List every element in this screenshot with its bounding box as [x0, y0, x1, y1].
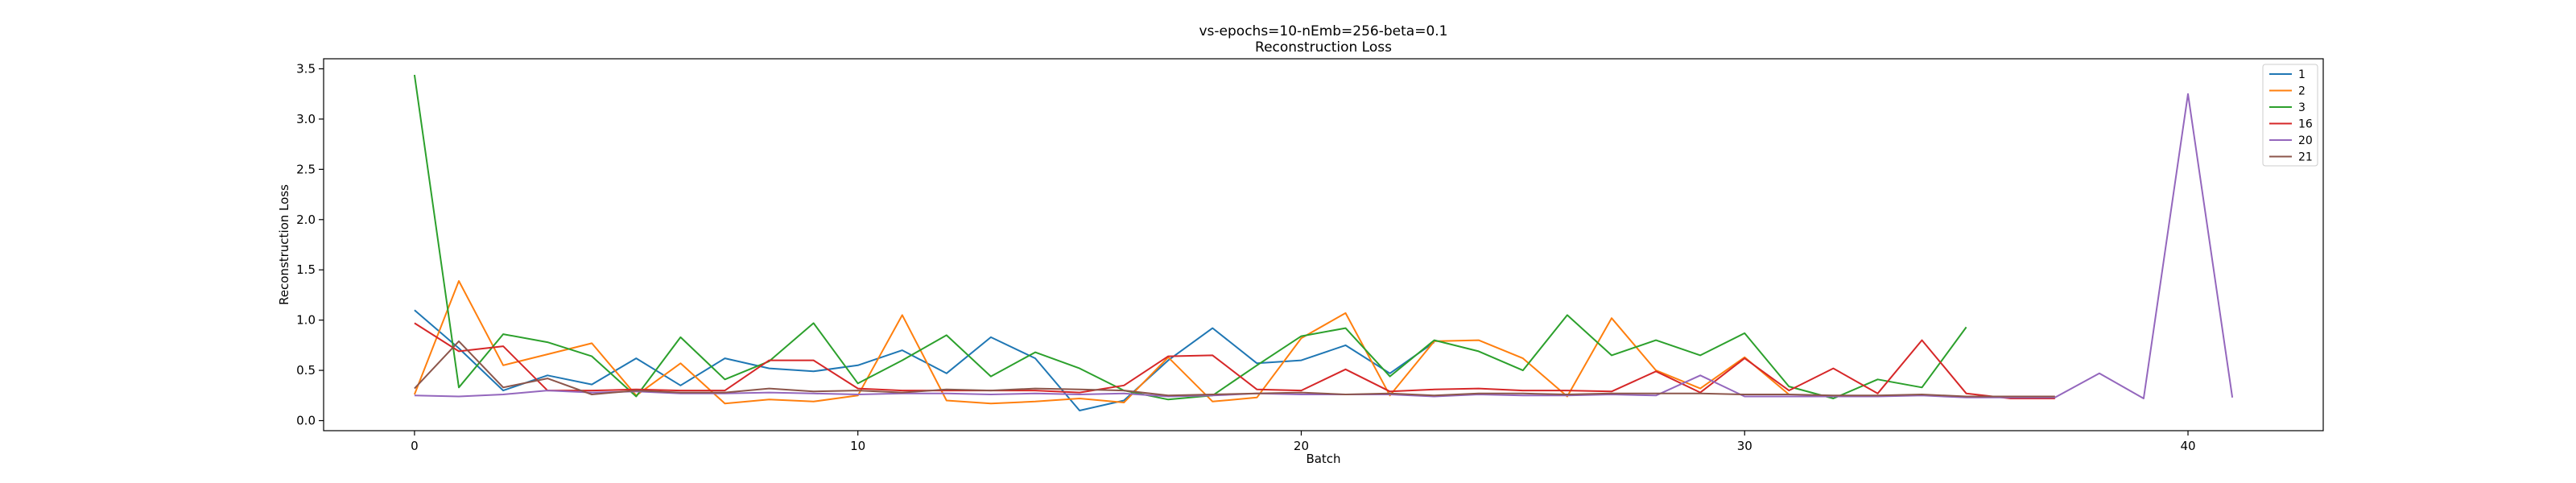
chart-title: vs-epochs=10-nEmb=256-beta=0.1 — [1199, 23, 1448, 39]
legend-label-1: 1 — [2298, 68, 2306, 81]
series-line-16 — [414, 322, 2055, 399]
y-tick-label: 1.5 — [296, 262, 316, 277]
legend-label-21: 21 — [2298, 151, 2313, 164]
y-axis-label: Reconstruction Loss — [277, 184, 291, 305]
x-tick-label: 0 — [411, 439, 419, 453]
legend-label-20: 20 — [2298, 134, 2313, 147]
series-line-20 — [414, 93, 2234, 399]
y-tick-label: 1.0 — [296, 313, 316, 328]
x-axis-ticks: 0 10 20 30 40 — [411, 431, 2196, 453]
legend-label-3: 3 — [2298, 101, 2306, 114]
x-tick-label: 30 — [1737, 439, 1752, 453]
y-tick-label: 2.0 — [296, 213, 316, 227]
y-axis-ticks: 0.0 0.5 1.0 1.5 2.0 2.5 3.0 3.5 — [296, 61, 324, 428]
chart-subtitle: Reconstruction Loss — [1255, 39, 1392, 56]
legend-label-16: 16 — [2298, 118, 2313, 131]
legend-label-2: 2 — [2298, 85, 2306, 98]
plot-area — [323, 58, 2324, 431]
series-line-21 — [414, 340, 2055, 398]
x-tick-label: 20 — [1294, 439, 1309, 453]
x-tick-label: 10 — [850, 439, 865, 453]
y-tick-label: 0.5 — [296, 363, 316, 378]
series-line-1 — [414, 309, 1435, 411]
legend: 1 2 3 16 20 21 — [2262, 64, 2318, 167]
y-tick-label: 2.5 — [296, 162, 316, 176]
y-tick-label: 3.0 — [296, 112, 316, 126]
series-line-3 — [413, 74, 1967, 401]
x-tick-label: 40 — [2180, 439, 2195, 453]
y-tick-label: 0.0 — [296, 414, 316, 428]
y-tick-label: 3.5 — [296, 61, 316, 76]
x-axis-label: Batch — [1306, 452, 1340, 466]
series-layer — [413, 74, 2234, 411]
